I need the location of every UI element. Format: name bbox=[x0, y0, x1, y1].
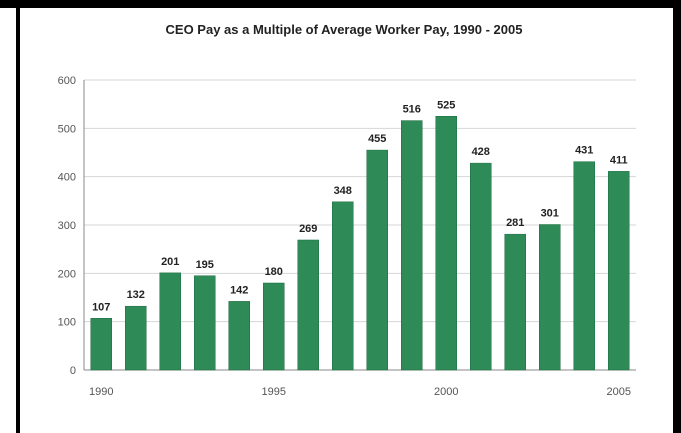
data-label-1998: 455 bbox=[368, 133, 386, 145]
bar-2002 bbox=[504, 233, 526, 371]
data-label-1993: 195 bbox=[196, 259, 214, 271]
frame-left-border bbox=[16, 8, 20, 433]
bars bbox=[90, 116, 630, 371]
x-tick-label: 1995 bbox=[262, 386, 286, 398]
y-tick-label: 400 bbox=[58, 172, 76, 184]
bar-1991 bbox=[125, 305, 147, 371]
data-label-1995: 180 bbox=[265, 266, 283, 278]
data-label-2005: 411 bbox=[610, 154, 628, 166]
chart-title: CEO Pay as a Multiple of Average Worker … bbox=[166, 22, 523, 37]
data-label-1991: 132 bbox=[127, 289, 145, 301]
data-label-1997: 348 bbox=[334, 185, 352, 197]
bar-1999 bbox=[401, 120, 423, 371]
bar-1998 bbox=[366, 149, 388, 371]
y-tick-label: 100 bbox=[58, 317, 76, 329]
x-tick-label: 2000 bbox=[434, 386, 458, 398]
data-label-2001: 428 bbox=[472, 146, 490, 158]
data-label-2003: 301 bbox=[541, 208, 559, 220]
data-label-1996: 269 bbox=[299, 223, 317, 235]
data-label-2000: 525 bbox=[437, 99, 455, 111]
bar-2004 bbox=[573, 161, 595, 371]
data-label-1994: 142 bbox=[230, 284, 248, 296]
x-tick-label: 2005 bbox=[607, 386, 631, 398]
y-tick-label: 600 bbox=[58, 75, 76, 87]
bar-1995 bbox=[263, 282, 285, 371]
data-label-2002: 281 bbox=[506, 217, 524, 229]
bar-1992 bbox=[159, 272, 181, 371]
data-label-1990: 107 bbox=[92, 301, 110, 313]
bar-2001 bbox=[470, 162, 492, 371]
y-tick-label: 200 bbox=[58, 268, 76, 280]
data-label-1992: 201 bbox=[161, 256, 179, 268]
bar-2000 bbox=[435, 116, 457, 371]
y-tick-label: 0 bbox=[70, 365, 76, 377]
data-label-2004: 431 bbox=[575, 145, 593, 157]
bar-2003 bbox=[539, 224, 561, 371]
frame-top-border bbox=[0, 0, 681, 8]
x-tick-label: 1990 bbox=[89, 386, 113, 398]
bar-2005 bbox=[608, 171, 630, 371]
bar-1990 bbox=[90, 318, 112, 371]
data-label-1999: 516 bbox=[403, 104, 421, 116]
frame-right-border bbox=[673, 0, 681, 433]
y-tick-label: 300 bbox=[58, 220, 76, 232]
y-tick-label: 500 bbox=[58, 123, 76, 135]
bar-1993 bbox=[194, 275, 216, 371]
data-labels: 107 132 201 195 142 180 269 348 455 516 525 428 281 3… bbox=[92, 99, 628, 313]
bar-1997 bbox=[332, 201, 354, 371]
bar-1994 bbox=[228, 301, 250, 371]
bar-1996 bbox=[297, 239, 319, 371]
